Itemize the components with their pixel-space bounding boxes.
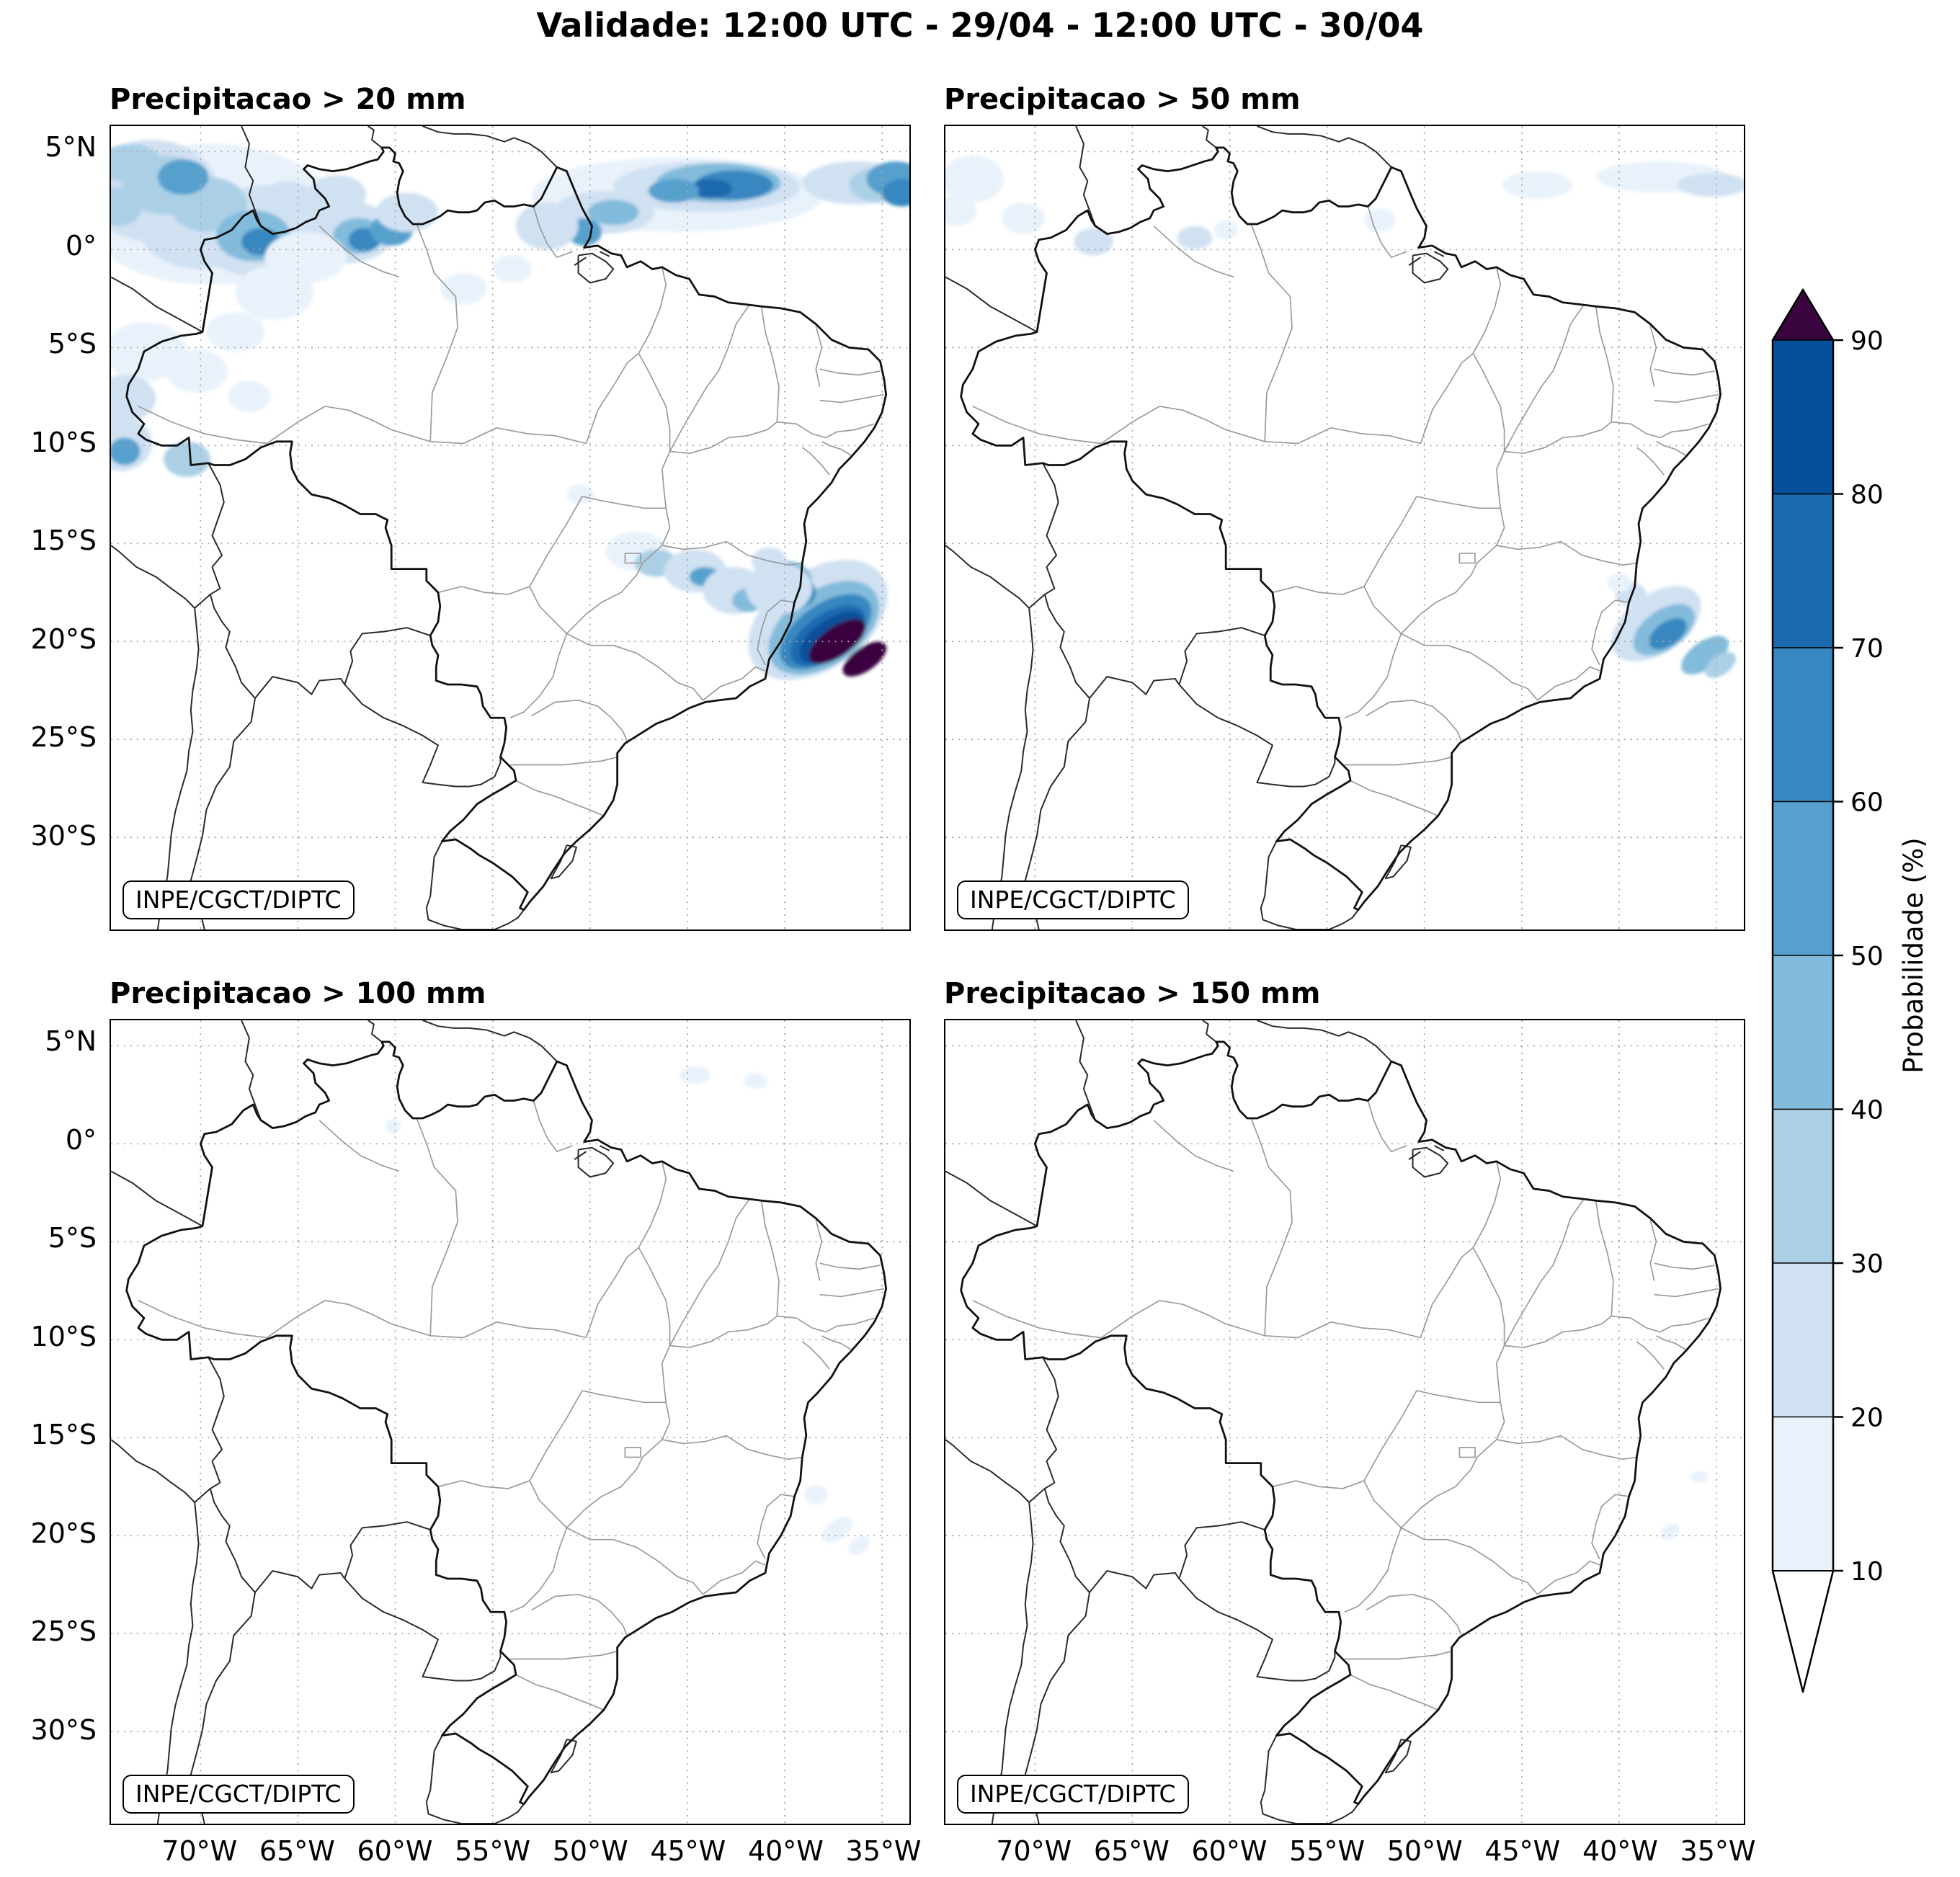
lon-tick-label: 45°W [1484, 1835, 1561, 1867]
colorbar-svg: 90 80 70 60 50 40 30 20 10 Probabilidade (%) [1771, 288, 1929, 1693]
grid-lines [945, 1020, 1744, 1824]
colorbar-tick-label: 10 [1850, 1557, 1884, 1587]
colorbar-label: Probabilidade (%) [1898, 837, 1929, 1073]
panel-precip-gt-100mm: Precipitacao > 100 mm INPE/CGCT/DIPTC 5°… [31, 977, 922, 1867]
panel-title: Precipitacao > 150 mm [944, 977, 1321, 1010]
colorbar-ticks: 90 80 70 60 50 40 30 20 10 [1833, 326, 1884, 1587]
lat-tick-label: 25°S [30, 1615, 97, 1648]
lat-tick-label: 5°S [48, 1222, 97, 1254]
lat-tick-label: 5°N [45, 131, 97, 164]
lon-tick-label: 70°W [161, 1835, 238, 1867]
figure-title: Validade: 12:00 UTC - 29/04 - 12:00 UTC … [536, 6, 1424, 45]
lat-tick-label: 20°S [30, 623, 97, 655]
lat-tick-label: 0° [65, 1123, 97, 1156]
map-canvas: INPE/CGCT/DIPTC [110, 1019, 911, 1825]
map-svg [111, 1020, 909, 1824]
state-borders [138, 1100, 884, 1711]
lon-tick-label: 55°W [455, 1835, 531, 1867]
map-svg [945, 1020, 1744, 1824]
lon-tick-label: 50°W [552, 1835, 628, 1867]
colorbar-under-arrow [1771, 1570, 1835, 1693]
map-svg [945, 126, 1744, 929]
colorbar: 90 80 70 60 50 40 30 20 10 Probabilidade (%) [1767, 285, 1954, 1734]
lon-tick-label: 35°W [845, 1835, 922, 1867]
lat-tick-label: 0° [65, 229, 97, 262]
lon-tick-label: 70°W [996, 1835, 1072, 1867]
map-canvas: INPE/CGCT/DIPTC [944, 125, 1745, 931]
grid-lines [945, 126, 1744, 929]
colorbar-tick-label: 60 [1850, 788, 1884, 818]
brazil-border [125, 146, 888, 911]
lon-tick-label: 40°W [747, 1835, 824, 1867]
country-borders [111, 1020, 615, 1824]
precip-shading [945, 155, 1744, 678]
panel-title: Precipitacao > 20 mm [110, 83, 466, 116]
colorbar-tick-label: 70 [1850, 634, 1884, 664]
colorbar-tick-label: 80 [1850, 481, 1884, 510]
state-borders [972, 206, 1719, 817]
panel-title: Precipitacao > 100 mm [110, 977, 486, 1010]
watermark-badge: INPE/CGCT/DIPTC [122, 880, 355, 919]
colorbar-tick-label: 40 [1850, 1096, 1884, 1125]
country-borders [945, 126, 1449, 929]
lon-tick-label: 50°W [1386, 1835, 1463, 1867]
map-svg [111, 126, 909, 929]
lon-tick-label: 55°W [1289, 1835, 1366, 1867]
country-borders [945, 1020, 1449, 1824]
colorbar-tick-label: 50 [1850, 942, 1884, 971]
colorbar-tick-label: 30 [1850, 1249, 1884, 1279]
lat-tick-label: 10°S [30, 426, 97, 458]
brazil-border [960, 146, 1722, 911]
watermark-badge: INPE/CGCT/DIPTC [122, 1775, 355, 1814]
brazil-border [125, 1040, 888, 1806]
map-canvas: INPE/CGCT/DIPTC [944, 1019, 1745, 1825]
panel-precip-gt-20mm: Precipitacao > 20 mm INPE/CGCT/DIPTC 5°N… [31, 83, 911, 931]
panel-title: Precipitacao > 50 mm [944, 83, 1301, 116]
lon-tick-label: 40°W [1582, 1835, 1658, 1867]
lon-tick-label: 60°W [357, 1835, 433, 1867]
map-canvas: INPE/CGCT/DIPTC [110, 125, 911, 931]
lat-tick-label: 30°S [30, 819, 97, 852]
lon-tick-label: 65°W [1093, 1835, 1170, 1867]
colorbar-over-arrow [1771, 288, 1835, 341]
lat-tick-label: 30°S [30, 1713, 97, 1746]
precip-shading [111, 140, 909, 680]
panel-precip-gt-50mm: Precipitacao > 50 mm INPE/CGCT/DIPTC [944, 83, 1745, 931]
lat-tick-label: 25°S [30, 721, 97, 754]
grid-lines [111, 126, 909, 929]
lat-tick-label: 5°N [45, 1025, 97, 1058]
lat-tick-label: 20°S [30, 1517, 97, 1549]
lat-tick-label: 15°S [30, 1419, 97, 1451]
lon-tick-label: 65°W [259, 1835, 335, 1867]
grid-lines [111, 1020, 909, 1824]
lat-tick-label: 10°S [30, 1320, 97, 1352]
colorbar-tick-label: 90 [1850, 326, 1884, 356]
lat-tick-label: 5°S [48, 328, 97, 360]
state-borders [972, 1100, 1719, 1711]
lat-tick-label: 15°S [30, 525, 97, 557]
panel-precip-gt-150mm: Precipitacao > 150 mm INPE/CGCT/DIPTC 70… [944, 977, 1755, 1867]
watermark-badge: INPE/CGCT/DIPTC [957, 1775, 1189, 1814]
watermark-badge: INPE/CGCT/DIPTC [957, 880, 1189, 919]
precip-shading [1660, 1471, 1708, 1541]
colorbar-tick-label: 20 [1850, 1404, 1884, 1433]
lon-tick-label: 45°W [650, 1835, 726, 1867]
precip-shading [386, 1066, 870, 1555]
brazil-border [960, 1040, 1722, 1806]
colorbar-gradient [1772, 339, 1834, 1571]
lon-tick-label: 35°W [1680, 1835, 1756, 1867]
lon-tick-label: 60°W [1191, 1835, 1268, 1867]
state-borders [138, 206, 884, 817]
